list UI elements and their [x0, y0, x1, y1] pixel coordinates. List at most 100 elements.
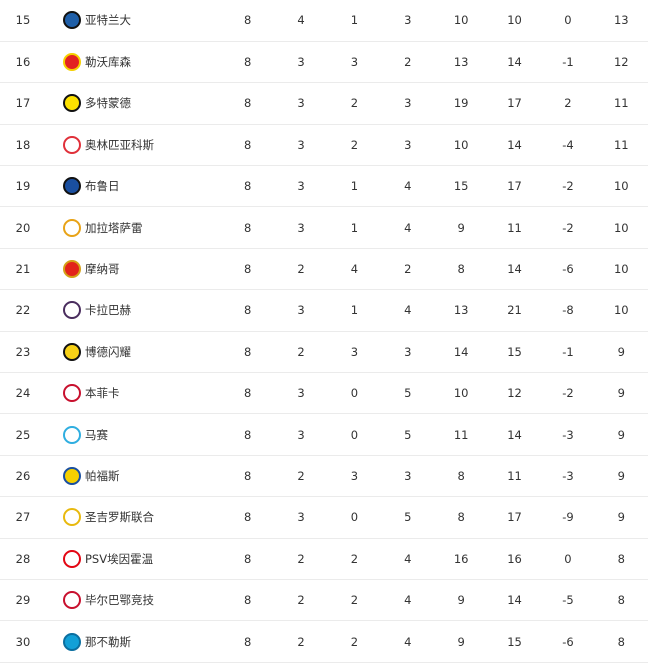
- rank: 27: [0, 496, 46, 539]
- lost: 2: [381, 248, 435, 291]
- table-row[interactable]: 27 圣吉罗斯联合 8 3 0 5 8 17 -9 9: [0, 496, 648, 539]
- gf: 13: [434, 41, 488, 84]
- team-name[interactable]: 帕福斯: [85, 468, 120, 483]
- team-name[interactable]: 那不勒斯: [85, 634, 131, 649]
- lost: 3: [381, 455, 435, 498]
- team-cell[interactable]: 博德闪耀: [46, 331, 221, 374]
- table-row[interactable]: 15 亚特兰大 8 4 1 3 10 10 0 13: [0, 0, 648, 42]
- ga: 12: [487, 372, 542, 415]
- team-name[interactable]: 本菲卡: [85, 386, 120, 401]
- won: 3: [274, 413, 328, 456]
- benfica-logo-icon: [63, 384, 81, 403]
- team-cell[interactable]: 马赛: [46, 413, 221, 456]
- drawn: 2: [327, 620, 382, 663]
- won: 3: [274, 496, 328, 539]
- played: 8: [221, 579, 275, 622]
- table-row[interactable]: 20 加拉塔萨雷 8 3 1 4 9 11 -2 10: [0, 206, 648, 249]
- played: 8: [221, 206, 275, 249]
- rank: 18: [0, 124, 46, 167]
- team-name[interactable]: 加拉塔萨雷: [85, 220, 143, 235]
- napoli-logo-icon: [63, 632, 81, 651]
- lost: 3: [381, 124, 435, 167]
- table-row[interactable]: 26 帕福斯 8 2 3 3 8 11 -3 9: [0, 455, 648, 498]
- ga: 15: [487, 331, 542, 374]
- team-name[interactable]: 布鲁日: [85, 179, 120, 194]
- team-name[interactable]: 勒沃库森: [85, 55, 131, 70]
- table-row[interactable]: 29 毕尔巴鄂竞技 8 2 2 4 9 14 -5 8: [0, 579, 648, 622]
- table-row[interactable]: 19 布鲁日 8 3 1 4 15 17 -2 10: [0, 165, 648, 208]
- drawn: 1: [327, 0, 382, 42]
- team-cell[interactable]: 多特蒙德: [46, 82, 221, 125]
- table-row[interactable]: 21 摩纳哥 8 2 4 2 8 14 -6 10: [0, 248, 648, 291]
- team-cell[interactable]: 卡拉巴赫: [46, 289, 221, 332]
- team-cell[interactable]: 奥林匹亚科斯: [46, 124, 221, 167]
- team-cell[interactable]: 毕尔巴鄂竞技: [46, 579, 221, 622]
- drawn: 2: [327, 579, 382, 622]
- union-sg-logo-icon: [63, 508, 81, 527]
- team-name[interactable]: 马赛: [85, 427, 108, 442]
- ga: 14: [487, 413, 542, 456]
- ga: 10: [487, 0, 542, 42]
- gd: -1: [541, 41, 595, 84]
- psv-logo-icon: [63, 549, 81, 568]
- gd: -6: [541, 620, 595, 663]
- team-name[interactable]: 卡拉巴赫: [85, 303, 131, 318]
- gd: -2: [541, 165, 595, 208]
- drawn: 0: [327, 372, 382, 415]
- table-row[interactable]: 23 博德闪耀 8 2 3 3 14 15 -1 9: [0, 331, 648, 374]
- team-name[interactable]: 亚特兰大: [85, 13, 131, 28]
- team-name[interactable]: 毕尔巴鄂竞技: [85, 593, 154, 608]
- table-row[interactable]: 25 马赛 8 3 0 5 11 14 -3 9: [0, 413, 648, 456]
- dortmund-logo-icon: [63, 94, 81, 113]
- table-row[interactable]: 22 卡拉巴赫 8 3 1 4 13 21 -8 10: [0, 289, 648, 332]
- ga: 21: [487, 289, 542, 332]
- team-cell[interactable]: 本菲卡: [46, 372, 221, 415]
- table-row[interactable]: 30 那不勒斯 8 2 2 4 9 15 -6 8: [0, 620, 648, 663]
- rank: 24: [0, 372, 46, 415]
- pts: 10: [594, 206, 648, 249]
- gf: 9: [434, 620, 488, 663]
- athletic-bilbao-logo-icon: [63, 591, 81, 610]
- gf: 11: [434, 413, 488, 456]
- team-cell[interactable]: 那不勒斯: [46, 620, 221, 663]
- team-cell[interactable]: 帕福斯: [46, 455, 221, 498]
- gd: -5: [541, 579, 595, 622]
- gf: 13: [434, 289, 488, 332]
- team-name[interactable]: 摩纳哥: [85, 262, 120, 277]
- gd: -4: [541, 124, 595, 167]
- team-cell[interactable]: PSV埃因霍温: [46, 538, 221, 580]
- team-cell[interactable]: 圣吉罗斯联合: [46, 496, 221, 539]
- team-cell[interactable]: 布鲁日: [46, 165, 221, 208]
- won: 3: [274, 41, 328, 84]
- lost: 5: [381, 372, 435, 415]
- ga: 14: [487, 41, 542, 84]
- table-row[interactable]: 28 PSV埃因霍温 8 2 2 4 16 16 0 8: [0, 538, 648, 580]
- team-cell[interactable]: 亚特兰大: [46, 0, 221, 42]
- pafos-logo-icon: [63, 466, 81, 485]
- table-row[interactable]: 18 奥林匹亚科斯 8 3 2 3 10 14 -4 11: [0, 124, 648, 167]
- team-name[interactable]: PSV埃因霍温: [85, 551, 154, 566]
- lost: 3: [381, 82, 435, 125]
- team-cell[interactable]: 摩纳哥: [46, 248, 221, 291]
- drawn: 0: [327, 413, 382, 456]
- won: 2: [274, 579, 328, 622]
- rank: 15: [0, 0, 46, 42]
- team-cell[interactable]: 加拉塔萨雷: [46, 206, 221, 249]
- rank: 22: [0, 289, 46, 332]
- gd: -2: [541, 206, 595, 249]
- table-row[interactable]: 17 多特蒙德 8 3 2 3 19 17 2 11: [0, 82, 648, 125]
- team-cell[interactable]: 勒沃库森: [46, 41, 221, 84]
- team-name[interactable]: 多特蒙德: [85, 96, 131, 111]
- table-row[interactable]: 24 本菲卡 8 3 0 5 10 12 -2 9: [0, 372, 648, 415]
- table-row[interactable]: 16 勒沃库森 8 3 3 2 13 14 -1 12: [0, 41, 648, 84]
- team-name[interactable]: 奥林匹亚科斯: [85, 137, 154, 152]
- gf: 8: [434, 248, 488, 291]
- team-name[interactable]: 博德闪耀: [85, 344, 131, 359]
- team-name[interactable]: 圣吉罗斯联合: [85, 510, 154, 525]
- drawn: 1: [327, 289, 382, 332]
- rank: 21: [0, 248, 46, 291]
- won: 2: [274, 538, 328, 580]
- club-brugge-logo-icon: [63, 177, 81, 196]
- won: 3: [274, 124, 328, 167]
- played: 8: [221, 0, 275, 42]
